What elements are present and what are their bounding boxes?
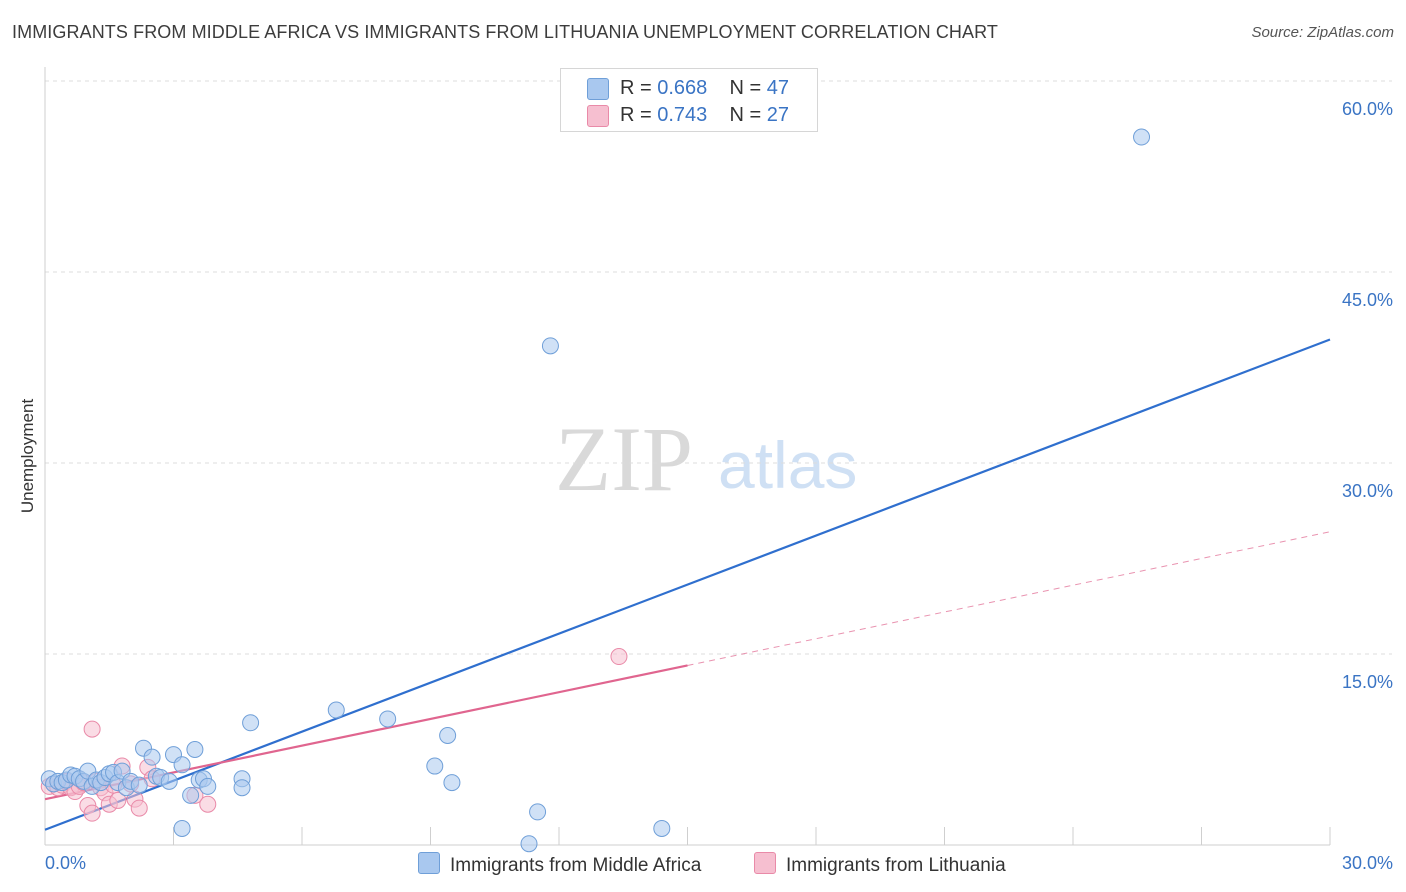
point-lithuania: [610, 648, 628, 666]
point-middle-africa: [143, 748, 161, 766]
y-tick-label: 60.0%: [1342, 99, 1393, 119]
legend-r-label: R =: [620, 77, 652, 99]
bottom-legend-lithuania: Immigrants from Lithuania: [754, 852, 1006, 877]
legend-swatch-blue: [587, 78, 609, 100]
point-middle-africa: [426, 757, 444, 775]
point-middle-africa: [182, 786, 200, 804]
point-middle-africa: [327, 701, 345, 719]
point-middle-africa: [379, 710, 397, 728]
gridlines: [45, 80, 1392, 655]
bottom-legend-swatch-blue: [418, 852, 440, 874]
point-lithuania: [83, 720, 101, 738]
point-middle-africa: [439, 726, 457, 744]
point-lithuania: [199, 795, 217, 813]
legend-n-label: N =: [729, 104, 762, 126]
point-middle-africa: [520, 835, 538, 853]
legend-swatch-pink: [587, 105, 609, 127]
scatter-points: [40, 128, 1151, 853]
point-middle-africa: [541, 337, 559, 355]
x-tick-label: 0.0%: [45, 853, 86, 873]
legend-n-value: 47: [766, 77, 790, 99]
point-middle-africa: [160, 772, 178, 790]
y-axis-label: Unemployment: [18, 398, 37, 514]
point-middle-africa: [653, 819, 671, 837]
y-tick-label: 30.0%: [1342, 481, 1393, 501]
bottom-legend-swatch-pink: [754, 852, 776, 874]
point-middle-africa: [443, 774, 461, 792]
legend-r-label: R =: [620, 104, 652, 126]
trend-line-middle-africa: [44, 338, 1331, 831]
legend-r-value: 0.668: [657, 77, 708, 99]
watermark: ZIP atlas: [555, 408, 857, 510]
bottom-legend-label: Immigrants from Lithuania: [786, 855, 1006, 876]
watermark-zip: ZIP: [555, 408, 693, 510]
trend-extension-lithuania: [687, 531, 1331, 666]
point-middle-africa: [186, 741, 204, 758]
y-tick-label: 15.0%: [1342, 672, 1393, 692]
point-lithuania: [130, 799, 148, 817]
watermark-atlas: atlas: [718, 428, 857, 502]
chart-title: IMMIGRANTS FROM MIDDLE AFRICA VS IMMIGRA…: [12, 22, 998, 42]
y-tick-label: 45.0%: [1342, 290, 1393, 310]
point-middle-africa: [173, 819, 191, 837]
bottom-legend-label: Immigrants from Middle Africa: [450, 855, 702, 876]
legend-r-value: 0.743: [657, 104, 708, 126]
point-middle-africa: [242, 714, 260, 732]
point-middle-africa: [130, 776, 148, 794]
point-middle-africa: [173, 756, 191, 774]
point-middle-africa: [529, 803, 547, 821]
point-middle-africa: [1133, 128, 1151, 146]
point-lithuania: [83, 804, 101, 822]
source-label: Source: ZipAtlas.com: [1251, 24, 1394, 41]
point-middle-africa: [199, 777, 217, 795]
bottom-legend-middle-africa: Immigrants from Middle Africa: [418, 852, 701, 877]
x-tick-label: 30.0%: [1342, 853, 1393, 873]
point-lithuania: [109, 791, 127, 809]
tick-labels: 15.0% 30.0% 45.0% 60.0% 0.0% 30.0%: [45, 99, 1393, 873]
legend-n-value: 27: [766, 104, 790, 126]
stats-legend: R = 0.668 N = 47 R = 0.743 N = 27: [560, 68, 818, 132]
point-middle-africa: [233, 779, 251, 797]
legend-n-label: N =: [729, 77, 762, 99]
axes: [44, 67, 1331, 846]
